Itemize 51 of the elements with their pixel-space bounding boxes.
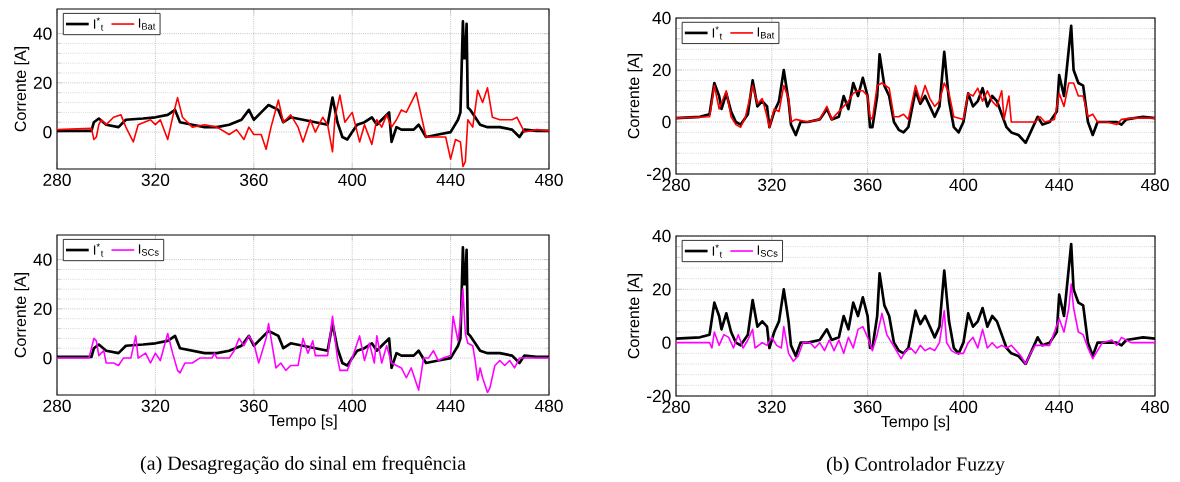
x-tick-label: 320 — [758, 400, 786, 413]
y-axis-title: Corrente [A] — [627, 54, 643, 139]
legend-label: I$^{*}$t — [712, 26, 723, 40]
legend-label: I$_{SCs}$ — [757, 245, 778, 257]
y-tick-label: 20 — [33, 302, 52, 315]
x-tick-label: 360 — [853, 178, 882, 191]
y-tick-label: 0 — [43, 351, 52, 365]
x-tick-label: 480 — [534, 399, 563, 412]
x-tick-label: 440 — [436, 173, 465, 186]
x-tick-label: 480 — [1140, 178, 1169, 191]
x-tick-label: 400 — [338, 399, 366, 412]
x-tick-label: 360 — [853, 400, 882, 413]
x-tick-label: 400 — [338, 173, 366, 186]
legend-label: I$^{*}$t — [93, 17, 104, 31]
x-axis-title: Tempo [s] — [881, 415, 950, 431]
y-tick-label: 40 — [33, 27, 52, 40]
legend-label: I$_{SCs}$ — [138, 244, 159, 256]
y-tick-label: 0 — [662, 115, 671, 129]
x-tick-label: 280 — [43, 399, 71, 412]
y-tick-label: 40 — [652, 11, 671, 25]
x-tick-label: 480 — [534, 173, 563, 186]
x-tick-label: 320 — [758, 178, 786, 191]
x-tick-label: 480 — [1140, 400, 1169, 413]
text: (a) Desagregação do sinal em frequência — [140, 455, 466, 475]
text: (b) Controlador Fuzzy — [826, 456, 1005, 475]
x-tick-label: 440 — [1045, 178, 1073, 191]
x-tick-label: 400 — [949, 400, 978, 413]
y-tick-label: 40 — [33, 253, 52, 266]
x-tick-label: 320 — [141, 173, 170, 186]
x-tick-label: 280 — [43, 173, 71, 186]
y-tick-label: 40 — [652, 229, 671, 243]
y-axis-title: Corrente [A] — [14, 47, 30, 132]
x-axis-title: Tempo [s] — [268, 414, 337, 430]
legend-label: I$_{Bat}$ — [138, 18, 156, 30]
x-tick-label: 320 — [141, 399, 170, 412]
y-tick-label: 20 — [33, 76, 52, 89]
legend-label: I$_{Bat}$ — [757, 27, 775, 39]
y-axis-title: Corrente [A] — [627, 274, 643, 359]
legend-label: I$^{*}$t — [712, 244, 723, 258]
y-tick-label: 0 — [43, 125, 52, 139]
x-tick-label: 440 — [1045, 400, 1073, 413]
y-tick-label: 20 — [652, 63, 671, 77]
legend-label: I$^{*}$t — [93, 243, 104, 257]
y-tick-label: 20 — [652, 283, 671, 296]
y-tick-label: 0 — [662, 336, 671, 349]
x-tick-label: 360 — [240, 173, 268, 186]
x-tick-label: 400 — [949, 178, 978, 191]
x-tick-label: 360 — [240, 399, 268, 412]
x-tick-label: 440 — [436, 399, 465, 412]
y-axis-title: Corrente [A] — [14, 273, 30, 358]
line-series — [676, 82, 1156, 128]
